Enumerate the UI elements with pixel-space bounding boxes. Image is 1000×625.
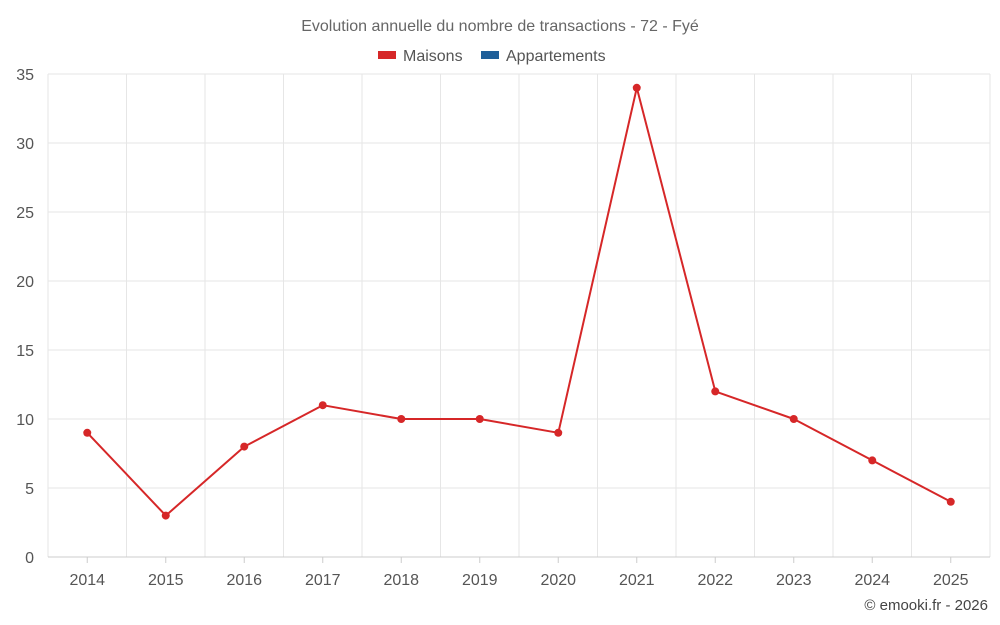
legend: Maisons Appartements — [378, 48, 606, 65]
x-tick-label: 2015 — [148, 572, 184, 589]
y-tick-label: 20 — [16, 274, 34, 291]
legend-swatch-maisons[interactable] — [378, 51, 396, 59]
data-point-maisons-2024[interactable] — [868, 456, 877, 465]
data-point-maisons-2018[interactable] — [397, 415, 406, 423]
y-tick-label: 15 — [16, 343, 34, 360]
y-tick-label: 0 — [25, 550, 34, 567]
x-tick-label: 2018 — [383, 572, 419, 589]
y-tick-label: 25 — [16, 205, 34, 222]
data-point-maisons-2023[interactable] — [789, 415, 798, 423]
legend-label-appartements[interactable]: Appartements — [506, 48, 606, 65]
series-layer — [83, 83, 955, 520]
x-tick-label: 2025 — [933, 572, 969, 589]
data-point-maisons-2020[interactable] — [554, 428, 563, 437]
data-point-maisons-2017[interactable] — [318, 401, 327, 410]
y-tick-label: 35 — [16, 67, 34, 84]
x-tick-label: 2022 — [697, 572, 733, 589]
x-tick-label: 2020 — [540, 572, 576, 589]
data-point-maisons-2019[interactable] — [475, 415, 484, 423]
x-tick-label: 2019 — [462, 572, 498, 589]
grid — [47, 73, 991, 557]
data-point-maisons-2022[interactable] — [711, 387, 720, 396]
y-tick-label: 10 — [16, 412, 34, 429]
x-tick-label: 2024 — [854, 572, 890, 589]
data-point-maisons-2014[interactable] — [83, 428, 92, 437]
y-tick-label: 5 — [25, 481, 34, 498]
x-tick-label: 2023 — [776, 572, 812, 589]
data-point-maisons-2016[interactable] — [240, 442, 249, 451]
data-point-maisons-2025[interactable] — [946, 497, 955, 506]
legend-label-maisons[interactable]: Maisons — [403, 48, 463, 65]
x-tick-label: 2016 — [226, 572, 262, 589]
x-tick-label: 2021 — [619, 572, 655, 589]
x-axis: 2014 2015 2016 2017 2018 2019 2020 2021 2022 2023… — [48, 556, 990, 589]
data-point-maisons-2015[interactable] — [161, 511, 170, 520]
chart-title: Evolution annuelle du nombre de transact… — [301, 18, 699, 35]
data-point-maisons-2021[interactable] — [632, 83, 641, 92]
series-line-maisons — [86, 86, 952, 517]
legend-swatch-appartements[interactable] — [481, 51, 499, 59]
x-tick-label: 2014 — [69, 572, 105, 589]
y-axis: 0 5 10 15 20 25 30 35 — [16, 67, 34, 567]
credit-text: © emooki.fr - 2026 — [864, 597, 988, 614]
x-tick-label: 2017 — [305, 572, 341, 589]
y-tick-label: 30 — [16, 136, 34, 153]
